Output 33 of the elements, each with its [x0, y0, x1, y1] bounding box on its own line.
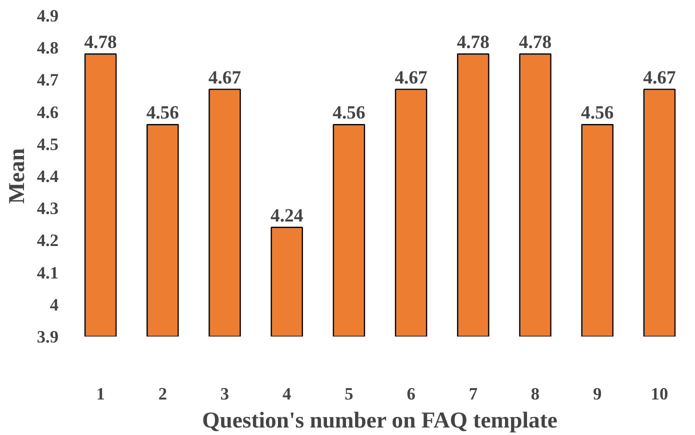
x-tick-label: 9	[593, 384, 602, 404]
x-tick-label: 8	[530, 384, 540, 404]
data-label: 4.78	[456, 32, 490, 54]
data-label: 4.56	[146, 102, 179, 124]
x-tick-label: 4	[282, 384, 292, 404]
y-tick-label: 4.5	[36, 134, 59, 154]
x-tick-label: 6	[406, 384, 416, 404]
x-tick-label: 1	[96, 384, 105, 404]
y-tick-label: 4.3	[36, 199, 59, 218]
data-label: 4.67	[643, 67, 676, 88]
y-tick-label: 4.6	[36, 102, 59, 122]
data-label: 4.56	[332, 102, 366, 124]
y-tick-label: 4.4	[36, 167, 59, 186]
y-tick-label: 4.8	[36, 38, 59, 58]
x-tick-label: 10	[650, 384, 668, 404]
x-tick-label: 3	[220, 384, 230, 404]
y-tick-label: 4.9	[36, 6, 59, 26]
data-label: 4.67	[394, 67, 428, 88]
y-tick-label: 4.1	[36, 263, 59, 282]
y-tick-label: 4	[50, 295, 59, 314]
x-tick-label: 7	[468, 384, 478, 404]
y-tick-label: 3.9	[36, 328, 59, 346]
data-label: 4.24	[270, 205, 304, 226]
y-tick-label: 4.2	[36, 231, 59, 250]
x-tick-label: 2	[158, 384, 167, 404]
data-label: 4.67	[208, 67, 242, 88]
x-tick-label: 5	[344, 384, 354, 404]
data-label: 4.78	[518, 32, 552, 54]
data-label: 4.78	[84, 32, 117, 54]
data-label: 4.56	[581, 102, 614, 124]
y-axis-title: Mean	[4, 148, 29, 204]
x-axis-title: Question's number on FAQ template	[202, 408, 558, 432]
y-tick-label: 4.7	[36, 70, 59, 90]
